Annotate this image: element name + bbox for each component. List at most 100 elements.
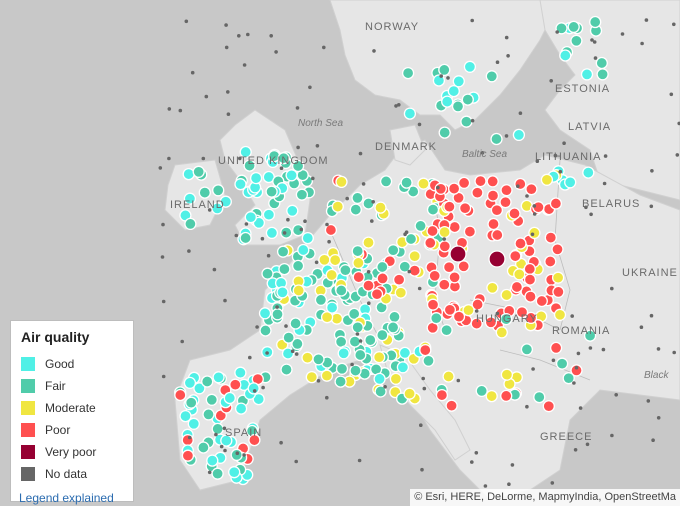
station-marker[interactable] — [485, 389, 498, 403]
station-marker[interactable] — [234, 178, 247, 191]
station-marker[interactable] — [198, 186, 211, 199]
station-marker[interactable] — [187, 417, 200, 430]
station-marker[interactable] — [447, 84, 460, 98]
station-marker[interactable] — [201, 375, 214, 388]
station-marker[interactable] — [228, 466, 241, 479]
station-marker[interactable] — [206, 454, 219, 467]
station-marker[interactable] — [183, 376, 197, 390]
station-marker[interactable] — [495, 326, 508, 339]
station-marker[interactable] — [229, 378, 242, 391]
station-marker[interactable] — [281, 347, 295, 360]
station-marker[interactable] — [291, 259, 305, 273]
station-marker[interactable] — [230, 448, 243, 462]
station-marker[interactable] — [553, 308, 567, 321]
station-marker[interactable] — [282, 331, 295, 344]
station-marker[interactable] — [362, 236, 375, 249]
station-marker[interactable] — [524, 311, 538, 325]
station-marker[interactable] — [396, 361, 410, 374]
station-marker[interactable] — [524, 290, 537, 303]
station-marker[interactable] — [376, 260, 389, 274]
station-marker[interactable] — [295, 188, 309, 201]
station-marker[interactable] — [364, 333, 377, 347]
station-marker[interactable] — [243, 159, 256, 172]
station-marker[interactable] — [552, 285, 565, 299]
station-marker[interactable] — [331, 200, 344, 213]
station-marker[interactable] — [515, 306, 529, 319]
station-marker[interactable] — [373, 372, 386, 386]
station-marker[interactable] — [549, 197, 563, 210]
station-marker[interactable] — [499, 196, 512, 209]
station-marker[interactable] — [362, 279, 375, 292]
station-marker[interactable] — [490, 132, 503, 146]
station-marker[interactable] — [185, 396, 198, 409]
station-marker[interactable] — [542, 400, 555, 413]
station-marker[interactable] — [401, 66, 415, 80]
station-marker[interactable] — [442, 261, 456, 274]
station-marker[interactable] — [337, 347, 350, 360]
station-marker[interactable] — [452, 310, 466, 323]
station-marker[interactable] — [484, 316, 498, 329]
station-marker[interactable] — [404, 232, 418, 246]
station-marker[interactable] — [419, 343, 432, 357]
station-marker[interactable] — [325, 301, 339, 314]
station-marker[interactable] — [181, 449, 195, 462]
station-marker[interactable] — [329, 253, 342, 267]
station-marker[interactable] — [291, 337, 304, 351]
station-marker[interactable] — [192, 165, 205, 178]
station-marker[interactable] — [259, 324, 272, 337]
station-marker[interactable] — [570, 364, 583, 377]
station-marker[interactable] — [442, 370, 455, 383]
station-marker-very-poor[interactable] — [488, 250, 506, 268]
station-marker[interactable] — [555, 22, 568, 35]
station-marker[interactable] — [211, 467, 224, 480]
station-marker[interactable] — [202, 408, 215, 421]
station-marker[interactable] — [475, 384, 488, 398]
station-marker[interactable] — [291, 159, 305, 173]
station-marker[interactable] — [352, 270, 365, 284]
station-marker[interactable] — [278, 262, 291, 276]
station-marker[interactable] — [445, 399, 458, 412]
station-marker[interactable] — [426, 224, 439, 238]
station-marker[interactable] — [471, 186, 484, 199]
station-marker[interactable] — [334, 375, 347, 388]
station-marker[interactable] — [514, 237, 527, 250]
station-marker[interactable] — [312, 353, 325, 366]
station-marker[interactable] — [414, 219, 427, 233]
station-marker[interactable] — [486, 281, 499, 294]
station-marker[interactable] — [544, 231, 557, 244]
legend-explained-link[interactable]: Legend explained — [19, 491, 114, 505]
station-marker[interactable] — [386, 321, 400, 334]
station-marker[interactable] — [570, 34, 583, 47]
station-marker[interactable] — [376, 272, 389, 285]
station-marker[interactable] — [457, 176, 471, 190]
station-marker[interactable] — [485, 70, 498, 83]
station-marker[interactable] — [438, 126, 451, 139]
station-marker[interactable] — [314, 293, 328, 307]
station-marker[interactable] — [301, 231, 314, 245]
station-marker[interactable] — [289, 317, 302, 330]
station-marker[interactable] — [487, 217, 500, 231]
station-marker[interactable] — [212, 184, 225, 197]
station-marker[interactable] — [184, 217, 197, 231]
station-marker[interactable] — [533, 390, 546, 404]
station-marker[interactable] — [249, 171, 263, 185]
station-marker[interactable] — [400, 176, 413, 189]
station-marker[interactable] — [452, 75, 465, 88]
station-marker[interactable] — [457, 260, 470, 273]
station-marker[interactable] — [451, 100, 465, 113]
station-marker[interactable] — [523, 273, 537, 286]
station-marker[interactable] — [362, 197, 375, 210]
station-marker[interactable] — [528, 226, 541, 240]
station-marker[interactable] — [438, 240, 451, 253]
station-marker[interactable] — [374, 385, 387, 398]
station-marker[interactable] — [348, 307, 361, 321]
station-marker[interactable] — [193, 382, 206, 395]
station-marker[interactable] — [458, 202, 472, 215]
station-marker[interactable] — [486, 175, 499, 188]
station-marker[interactable] — [403, 107, 417, 120]
station-marker[interactable] — [462, 304, 475, 317]
station-marker[interactable] — [562, 372, 575, 385]
station-marker[interactable] — [443, 200, 456, 213]
station-marker[interactable] — [435, 388, 449, 402]
